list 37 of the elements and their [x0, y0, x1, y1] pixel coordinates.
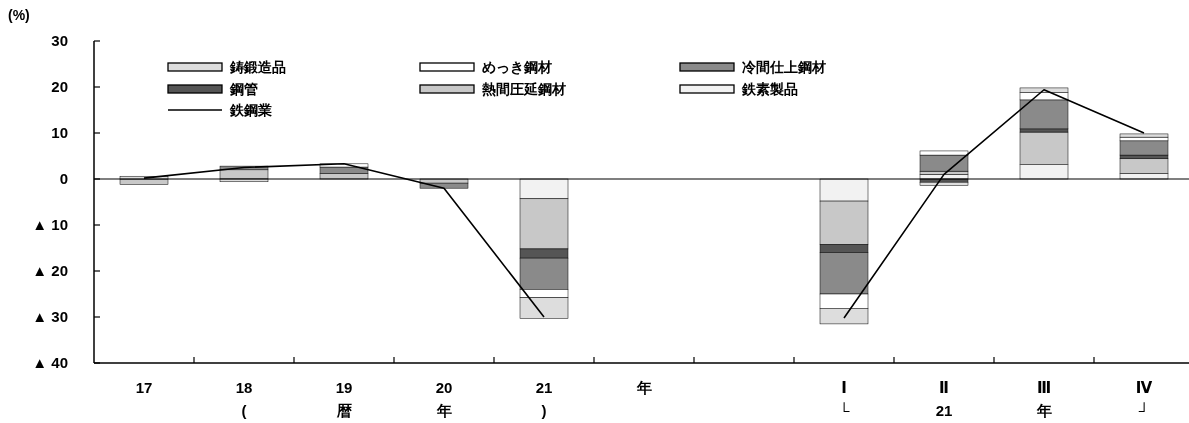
text: ┘ — [1138, 402, 1150, 419]
text: ( — [241, 402, 247, 419]
y-tick-label: 10 — [51, 124, 68, 141]
bar — [919, 154, 969, 172]
legend-label: 鋼管 — [229, 81, 258, 97]
x-tick-label: 17 — [135, 379, 153, 396]
y-tick-label: ▲ 20 — [32, 262, 68, 279]
legend-label: 冷間仕上鋼材 — [742, 59, 826, 75]
x-tick-label: 19 — [335, 379, 353, 396]
bar — [1119, 158, 1169, 174]
y-tick-label: 20 — [51, 78, 68, 95]
y-tick-label: 30 — [51, 32, 68, 49]
bar — [1119, 140, 1169, 156]
legend-label: 鉄鋼業 — [229, 102, 272, 118]
x-tick-label: 21 — [535, 379, 553, 396]
legend-label: 鉄素製品 — [741, 81, 798, 97]
text: 年 — [435, 402, 452, 419]
legend-label: 熱間圧延鋼材 — [481, 81, 566, 97]
text: ) — [541, 402, 547, 419]
x-tick-label: Ⅲ — [1036, 379, 1052, 396]
legend-label: めっき鋼材 — [482, 59, 552, 75]
y-tick-label: 0 — [59, 170, 68, 187]
x-tick-label: Ⅳ — [1135, 379, 1153, 396]
text: 年 — [1035, 402, 1052, 419]
y-tick-label: ▲ 10 — [32, 216, 68, 233]
y-axis-title: (%) — [8, 7, 30, 23]
y-tick-label: ▲ 40 — [32, 354, 68, 371]
text: 21 — [935, 402, 953, 419]
legend-label: 鋳鍛造品 — [229, 59, 286, 75]
text: └ — [838, 402, 850, 419]
x-tick-label: 年 — [635, 379, 652, 396]
x-tick-label: Ⅰ — [841, 379, 847, 396]
y-tick-label: ▲ 30 — [32, 308, 68, 325]
text: 暦 — [335, 402, 352, 419]
x-tick-label: 18 — [235, 379, 253, 396]
x-tick-label: Ⅱ — [939, 379, 949, 396]
x-tick-label: 20 — [435, 379, 453, 396]
